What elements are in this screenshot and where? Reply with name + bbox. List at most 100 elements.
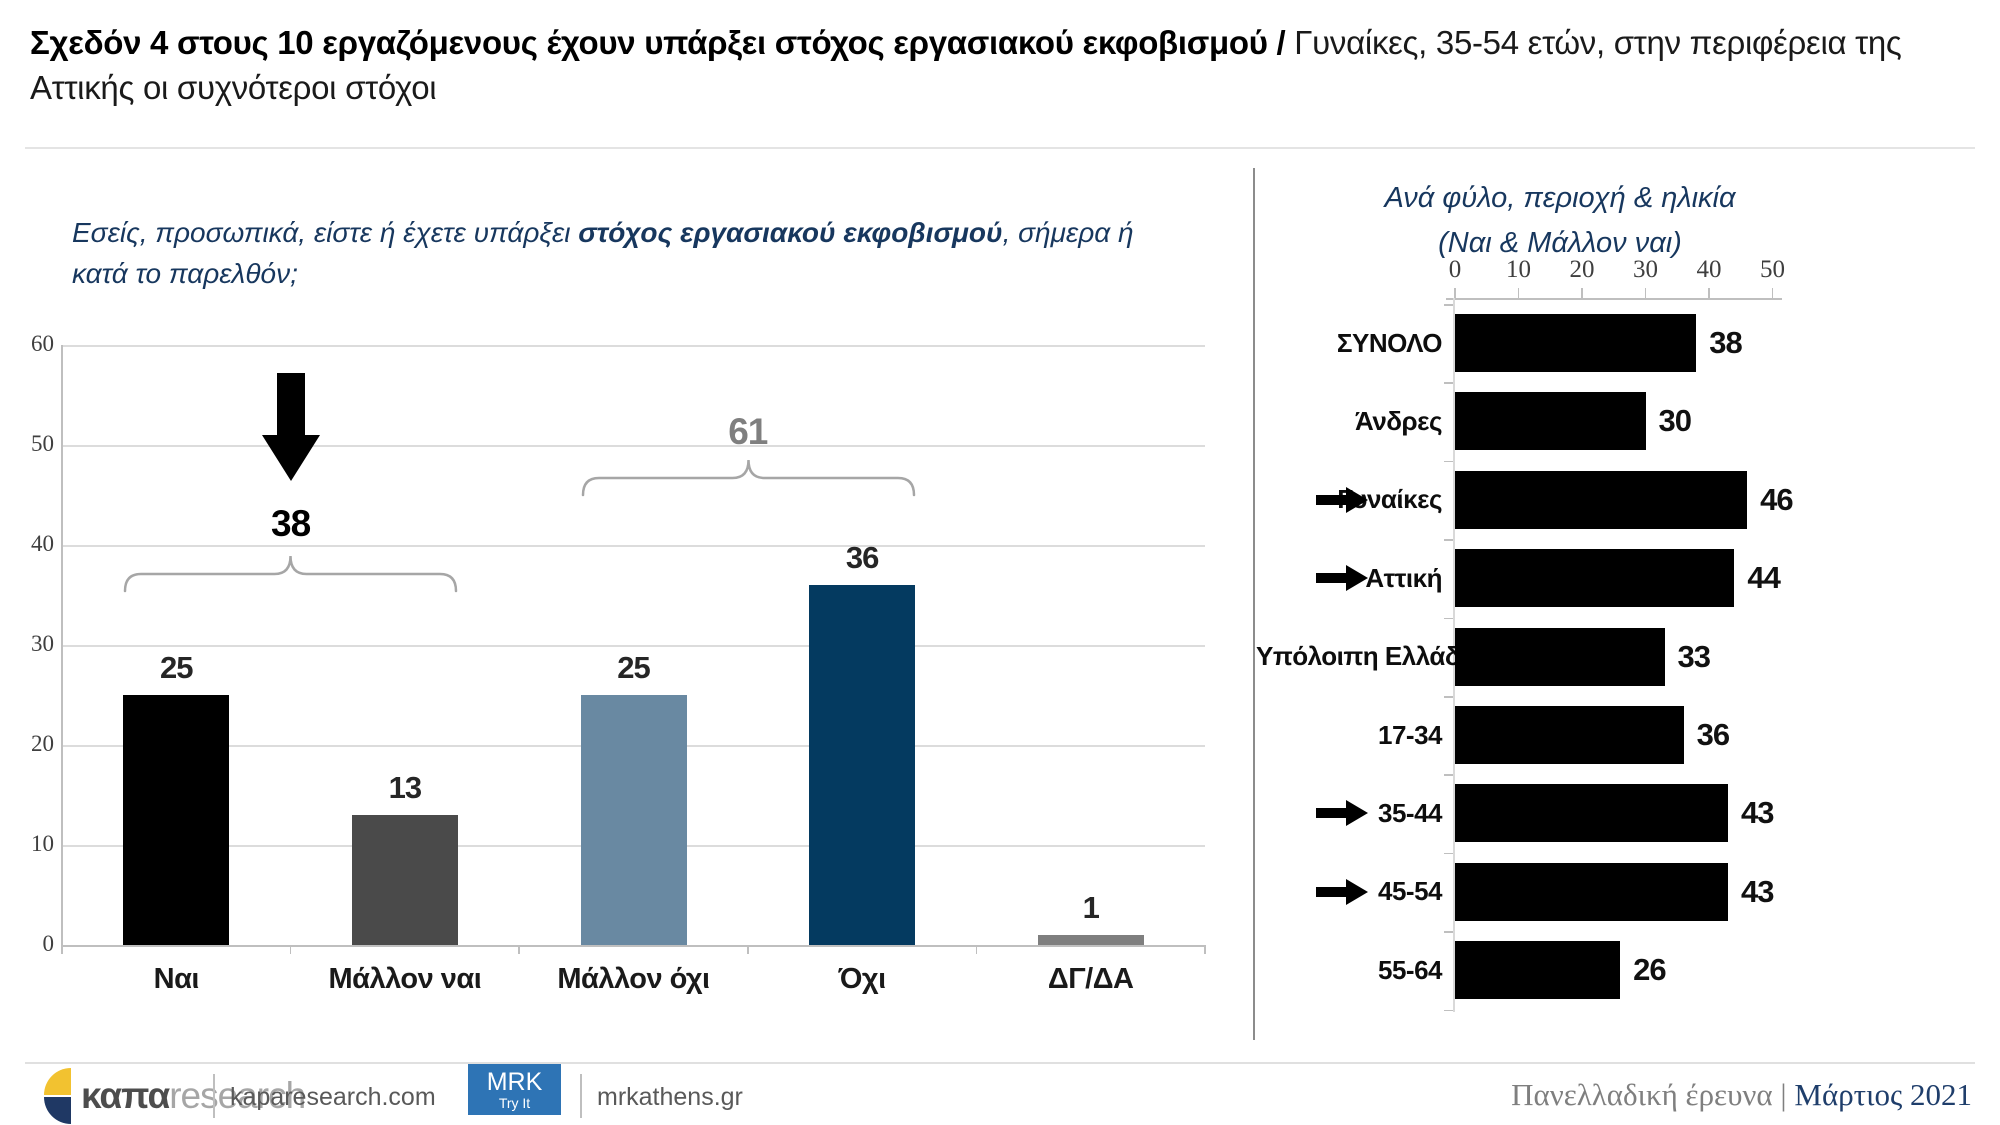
- row-bar: [1455, 784, 1729, 843]
- logo-text-bold: καπα: [81, 1075, 170, 1116]
- category-label: ΔΓ/ΔΑ: [1047, 963, 1134, 995]
- aggregate-label-61: 61: [728, 411, 768, 452]
- category-label: Ναι: [153, 963, 200, 995]
- row-label: 45-54: [1256, 876, 1443, 907]
- gridline-0: [62, 945, 1205, 947]
- row-label: 17-34: [1378, 719, 1443, 750]
- footer-separator-2: [580, 1074, 582, 1118]
- footer-divider: [25, 1062, 1975, 1064]
- category-axis-tick: [1444, 304, 1453, 306]
- x-axis-tick: [975, 945, 978, 954]
- bar-chart-title-line1: Ανά φύλο, περιοχή & ηλικία: [1384, 182, 1736, 214]
- row-bar: [1455, 627, 1665, 686]
- row-track: 43: [1455, 784, 2000, 843]
- gridline-60: [62, 345, 1205, 347]
- row-bar: [1455, 862, 1729, 921]
- category-axis-line: [1453, 298, 1455, 1012]
- source-date: Μάρτιος 2021: [1794, 1077, 1972, 1112]
- highlight-arrow-icon: [1316, 798, 1368, 828]
- row-track: 36: [1455, 706, 2000, 764]
- y-tick-label: 20: [31, 731, 54, 756]
- x-tick-label: 0: [1448, 256, 1462, 283]
- row-value-label: 46: [1760, 481, 1793, 517]
- x-axis-tick: [1517, 288, 1520, 298]
- bar-row-55-64: 55-64 26: [1256, 941, 2000, 1000]
- row-value-label: 43: [1741, 795, 1774, 831]
- row-label: 35-44: [1256, 798, 1443, 829]
- row-track: 44: [1455, 549, 2000, 608]
- footer-separator-1: [213, 1074, 215, 1118]
- row-bar: [1455, 941, 1621, 1000]
- row-track: 46: [1455, 470, 2000, 529]
- bar-value-label: 1: [1082, 890, 1100, 925]
- row-label: 55-64: [1378, 954, 1443, 985]
- bar-value-label: 25: [160, 650, 193, 685]
- x-axis-tick: [61, 945, 63, 954]
- row-bar: [1455, 706, 1684, 764]
- x-tick-label: 20: [1569, 256, 1595, 283]
- category-axis-tick: [1444, 696, 1453, 698]
- y-axis-line: [61, 345, 63, 945]
- bar-row-Υπόλοιπη Ελλάδα: Υπόλοιπη Ελλάδα 33: [1256, 627, 2000, 686]
- row-bar: [1455, 392, 1646, 451]
- category-axis-tick: [1444, 931, 1453, 933]
- mrk-badge-subtitle: Try It: [498, 1094, 531, 1111]
- bar-row-35-44: 35-44 43: [1256, 784, 2000, 843]
- x-axis-line: [1446, 298, 1782, 300]
- bar-chart-title-line2: (Ναι & Μάλλον ναι): [1438, 227, 1682, 259]
- highlight-arrow-icon: [1316, 485, 1368, 515]
- panel-divider: [1253, 168, 1255, 1040]
- row-track: 43: [1455, 862, 2000, 921]
- highlight-arrow-icon: [1316, 877, 1368, 907]
- x-tick-label: 10: [1506, 256, 1531, 283]
- bar-row-Άνδρες: Άνδρες 30: [1256, 392, 2000, 451]
- x-axis-tick: [1204, 945, 1206, 954]
- row-value-label: 26: [1633, 952, 1666, 988]
- row-label: Αττική: [1256, 563, 1443, 594]
- mrkathens-link[interactable]: mrkathens.gr: [597, 1083, 743, 1111]
- mrk-badge-title: MRK: [486, 1067, 543, 1096]
- category-axis-tick: [1444, 460, 1453, 463]
- row-track: 33: [1455, 627, 2000, 686]
- logo-text-light: research: [169, 1075, 306, 1116]
- kapa-logo-icon: [35, 1066, 73, 1125]
- aggregate-label-38: 38: [271, 503, 311, 544]
- kaparesearch-link[interactable]: kaparesearch.com: [230, 1083, 436, 1111]
- row-value-label: 33: [1677, 638, 1711, 674]
- category-axis-tick: [1444, 539, 1453, 541]
- row-track: 30: [1455, 392, 2000, 451]
- bar-row-Αττική: Αττική 44: [1256, 549, 2000, 608]
- column-chart-plot: 0 10 20 30 40 50 60 25 Ναι 13 Μάλλον ναι 25 Μάλλον ό…: [31, 331, 1206, 995]
- kapa-logo-text: καπαresearch: [81, 1075, 306, 1117]
- x-axis-tick: [1581, 288, 1583, 298]
- highlight-arrow-icon: [1316, 563, 1368, 593]
- bar-chart-title: Ανά φύλο, περιοχή & ηλικία (Ναι & Μάλλον…: [1295, 176, 1825, 266]
- row-bar: [1455, 549, 1735, 608]
- survey-question: Εσείς, προσωπικά, είστε ή έχετε υπάρξει …: [72, 212, 1167, 294]
- question-bold: στόχος εργασιακού εκφοβισμού: [578, 217, 1003, 248]
- row-label: ΣΥΝΟΛΟ: [1336, 327, 1443, 358]
- row-label: Υπόλοιπη Ελλάδα: [1256, 641, 1476, 672]
- x-axis-tick: [518, 945, 520, 954]
- row-label: Άνδρες: [1355, 405, 1442, 436]
- bar-Όχι: [809, 585, 916, 945]
- row-value-label: 43: [1741, 873, 1774, 909]
- x-tick-label: 30: [1633, 256, 1658, 283]
- x-axis-tick: [747, 945, 749, 954]
- row-track: 38: [1455, 314, 2000, 372]
- down-arrow-icon: [261, 373, 320, 488]
- bar-Ναι: [123, 695, 230, 945]
- bar-row-17-34: 17-34 36: [1256, 706, 2000, 764]
- mrk-badge[interactable]: MRK Try It: [468, 1064, 561, 1115]
- y-tick-label: 0: [42, 931, 55, 956]
- row-value-label: 38: [1709, 325, 1742, 360]
- gridline-50: [62, 445, 1205, 447]
- source-survey-type: Πανελλαδική έρευνα: [1511, 1077, 1773, 1112]
- source-separator: |: [1780, 1077, 1787, 1112]
- survey-source: Πανελλαδική έρευνα | Μάρτιος 2021: [1511, 1077, 1972, 1113]
- category-axis-tick: [1444, 774, 1453, 776]
- x-tick-label: 50: [1760, 256, 1785, 283]
- row-value-label: 44: [1747, 560, 1780, 596]
- bar-value-label: 25: [617, 650, 650, 685]
